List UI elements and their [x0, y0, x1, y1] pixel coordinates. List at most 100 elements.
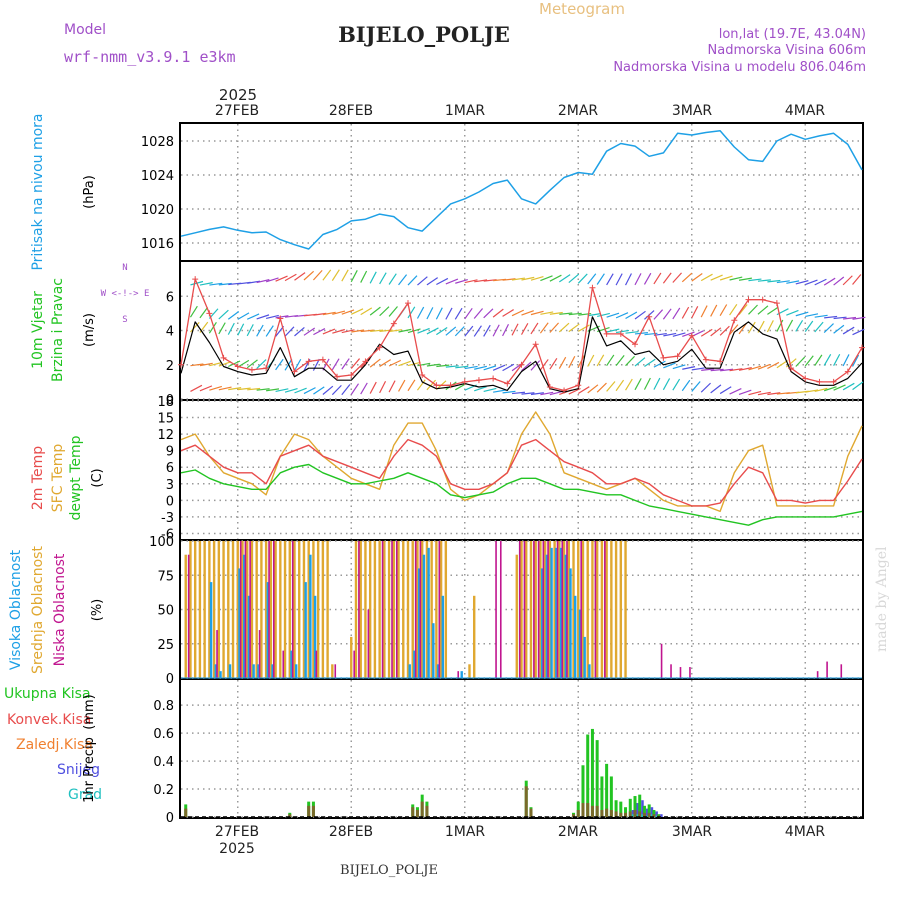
- total-precip-bar: [638, 794, 642, 817]
- low-cloud-bar: [518, 541, 521, 678]
- wind-arrow: [681, 272, 693, 283]
- wind-speed-point: [646, 313, 653, 320]
- y-tick-label: 0.4: [153, 755, 174, 770]
- wind-arrow: [540, 311, 554, 315]
- wind-arrow: [502, 324, 510, 337]
- wind-arrow: [521, 361, 532, 372]
- wind-arrow: [625, 311, 638, 320]
- mid-cloud-bar: [553, 541, 556, 678]
- mid-cloud-bar: [614, 541, 618, 678]
- wind-arrow: [842, 354, 850, 367]
- wind-arrow: [549, 274, 562, 282]
- convective-precip-bar: [633, 810, 637, 817]
- wind-arrow: [313, 386, 325, 395]
- wind-arrow: [634, 357, 646, 367]
- wind-speed-point: [745, 296, 752, 303]
- wind-speed-point: [390, 320, 397, 327]
- wind-arrow: [294, 387, 307, 394]
- wind-arrow: [416, 306, 425, 319]
- convective-precip-bar: [628, 811, 632, 817]
- wind-arrow: [823, 386, 837, 392]
- low-cloud-bar: [670, 664, 672, 678]
- wind-arrow: [492, 364, 506, 371]
- wind-arrow: [691, 306, 699, 319]
- temp-axis-title: 2m Temp: [30, 446, 46, 510]
- low-cloud-bar: [499, 541, 502, 678]
- wind-arrow: [275, 358, 284, 371]
- legend-freezing-rain: Zaledj.Kisa: [16, 737, 93, 753]
- wind-arrow: [294, 326, 305, 337]
- top-date-label: 27FEB: [215, 103, 259, 119]
- wind-arrow: [313, 328, 326, 336]
- convective-precip-bar: [311, 805, 315, 817]
- wind-arrow: [464, 325, 474, 337]
- wind-arrow: [436, 277, 449, 286]
- wind-arrow: [199, 307, 209, 319]
- wind-arrow: [369, 381, 377, 394]
- high-cloud-bar: [578, 609, 582, 678]
- low-cloud-bar: [258, 630, 261, 678]
- wind-arrow: [662, 378, 671, 391]
- snow-bar: [660, 814, 663, 817]
- wind-arrow: [663, 332, 677, 337]
- wind-arrow: [653, 377, 661, 390]
- wind-arrow: [766, 320, 774, 333]
- mid-cloud-bar: [274, 541, 277, 678]
- wind-speed-point: [362, 358, 369, 365]
- wind-arrow: [369, 358, 381, 368]
- wind-arrow: [360, 329, 374, 333]
- wind-arrow: [748, 278, 762, 282]
- mid-cloud-bar: [255, 541, 258, 678]
- wind-arrow: [786, 309, 799, 316]
- wind-arrow: [218, 282, 232, 286]
- wind-arrow: [558, 322, 570, 333]
- low-cloud-bar: [679, 667, 682, 678]
- precip-axis-unit: (mm): [82, 694, 97, 729]
- wind-arrow: [833, 353, 841, 366]
- wind-arrow: [672, 272, 682, 283]
- wind-arrow: [587, 384, 599, 394]
- model-altitude-label: Nadmorska Visina u modelu 806.046m: [613, 60, 866, 75]
- wind-arrow: [700, 305, 708, 318]
- wind-arrow: [776, 359, 788, 369]
- graupel-bar: [655, 815, 658, 817]
- dewpt-temp-line: [180, 463, 863, 526]
- wind-arrow: [331, 358, 340, 371]
- mid-cloud-axis-title: Srednja Oblacnost: [30, 546, 46, 674]
- wind-arrow: [833, 324, 845, 334]
- wind-arrow: [606, 328, 620, 333]
- wind-arrow: [521, 276, 535, 281]
- wind-arrow: [549, 311, 563, 315]
- snow-bar: [645, 808, 649, 817]
- mid-cloud-bar: [562, 541, 566, 678]
- wind-arrow: [266, 388, 280, 392]
- wind-arrow: [464, 279, 478, 284]
- wind-arrow: [710, 368, 724, 372]
- high-cloud-bar: [209, 582, 213, 678]
- bottom-date-label: 2MAR: [558, 824, 599, 840]
- mid-cloud-bar: [198, 541, 202, 678]
- mid-cloud-bar: [425, 541, 429, 678]
- precip-panel-frame: [179, 678, 864, 819]
- y-tick-label: 15: [157, 412, 174, 427]
- low-cloud-bar: [414, 541, 417, 678]
- low-cloud-bar: [556, 541, 559, 678]
- convective-precip-bar: [638, 811, 642, 817]
- wind-arrow: [757, 305, 769, 315]
- mid-cloud-bar: [331, 664, 334, 678]
- wind-arrow: [388, 329, 403, 333]
- sfc-axis-title: SFC Temp: [50, 444, 66, 513]
- wind-arrow: [247, 387, 261, 391]
- mid-cloud-bar: [525, 541, 528, 678]
- mid-cloud-bar: [567, 541, 570, 678]
- low-cloud-bar: [604, 541, 606, 678]
- low-cloud-bar: [523, 541, 526, 678]
- high-cloud-bar: [417, 568, 421, 678]
- convective-precip-bar: [624, 812, 628, 817]
- wind-arrow: [398, 328, 412, 333]
- wind-arrow: [455, 279, 468, 284]
- wind-arrow: [303, 387, 316, 395]
- wind-arrow: [738, 389, 752, 396]
- convective-precip-bar: [642, 812, 646, 817]
- high-cloud-bar: [271, 664, 274, 678]
